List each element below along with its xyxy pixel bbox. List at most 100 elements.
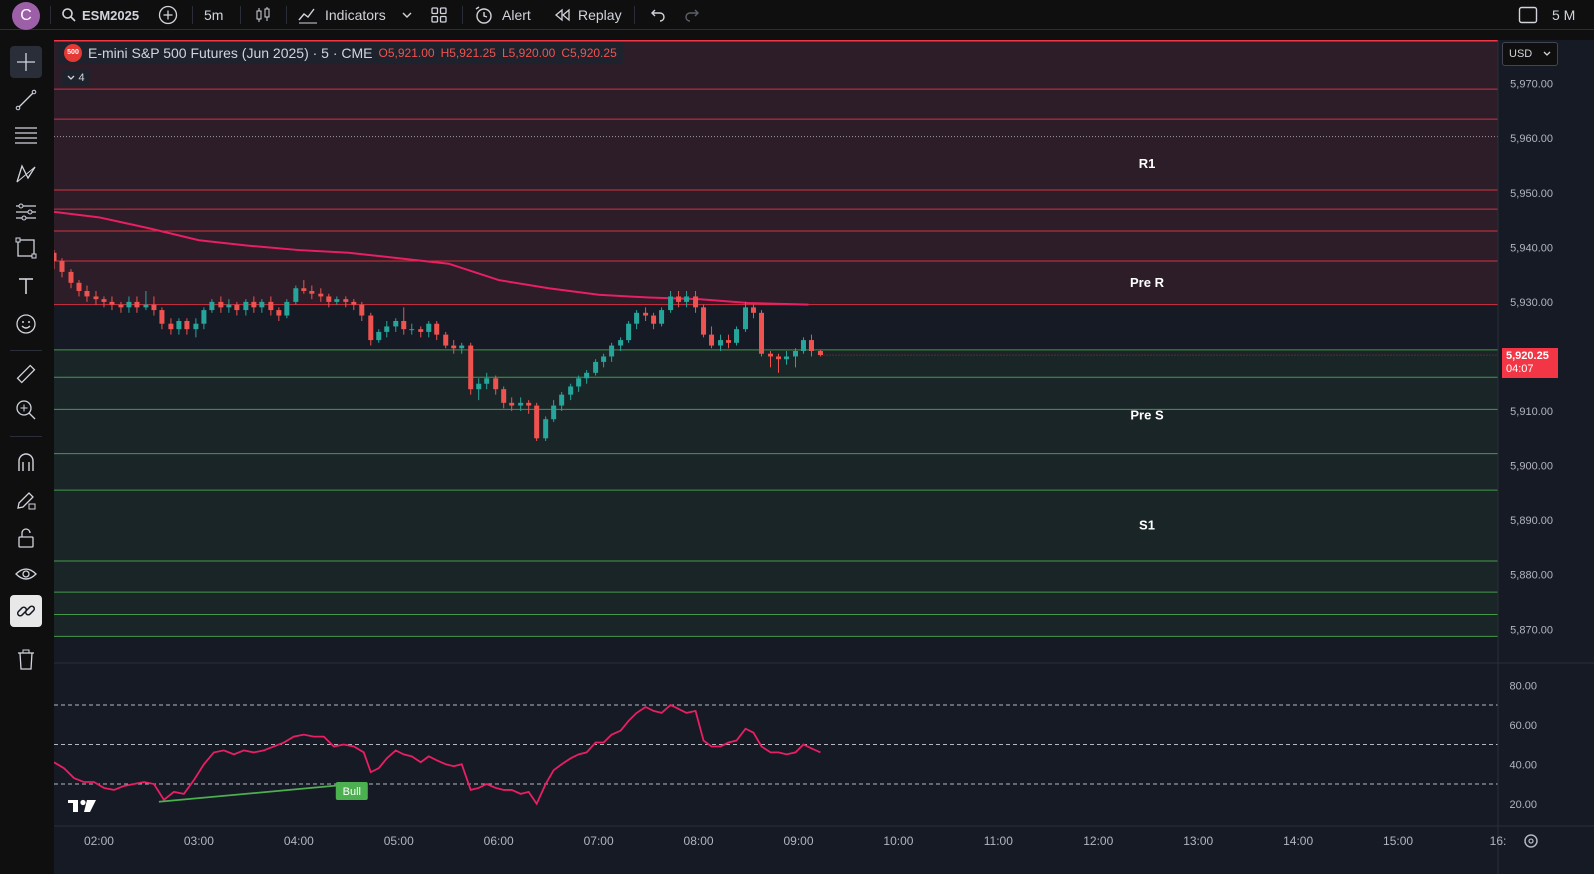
- gear-center: [1528, 838, 1534, 844]
- price-tick-label: 5,900.00: [1510, 461, 1553, 473]
- crosshair-tool[interactable]: [10, 46, 42, 78]
- zoom-tool[interactable]: [10, 394, 42, 426]
- candle-body: [118, 304, 124, 308]
- top-zone-border: [54, 40, 1498, 42]
- candle-body: [201, 310, 207, 324]
- candle-body: [159, 310, 165, 324]
- candle-body: [218, 301, 224, 308]
- candle-body: [401, 320, 407, 330]
- candle-body: [808, 340, 814, 351]
- layouts-button[interactable]: [430, 0, 448, 30]
- candle-body: [359, 304, 365, 316]
- bull-label-box: [335, 782, 368, 800]
- shapes-tool[interactable]: [10, 232, 42, 264]
- candle-body: [718, 340, 724, 346]
- search-icon: [62, 8, 76, 22]
- pattern-tool[interactable]: [10, 158, 42, 190]
- currency-label: USD: [1509, 48, 1533, 60]
- pencil-lock-icon: [17, 492, 36, 510]
- candle-body: [726, 340, 732, 343]
- time-tick-label: 02:00: [84, 834, 114, 848]
- candle-body: [800, 340, 806, 351]
- candle-body: [634, 312, 640, 324]
- candle-body: [84, 290, 90, 297]
- candle-body: [326, 296, 332, 302]
- legend-low: L5,920.00: [501, 46, 556, 60]
- bar-countdown: 04:07: [1506, 363, 1534, 375]
- bull-label: Bull: [343, 786, 361, 798]
- sync-drawings-tool[interactable]: [10, 595, 42, 627]
- trendline-tool[interactable]: [10, 84, 42, 116]
- settings-gear-icon: [1524, 834, 1538, 848]
- alert-button[interactable]: Alert: [474, 0, 531, 30]
- indicators-dropdown[interactable]: [402, 0, 412, 30]
- ruler-icon: [16, 364, 36, 384]
- replay-label: Replay: [578, 7, 622, 23]
- hide-drawings-tool[interactable]: [10, 558, 42, 590]
- plus-circle-icon: [158, 5, 178, 25]
- drawing-toolbar: [0, 40, 52, 874]
- candle-body: [659, 310, 665, 324]
- symbol-search[interactable]: ESM2025: [62, 0, 139, 30]
- rsi-tick-label: 40.00: [1509, 759, 1537, 771]
- stay-drawing-tool[interactable]: [10, 484, 42, 516]
- undo-button[interactable]: [648, 0, 666, 30]
- text-icon: [19, 278, 33, 294]
- candle-body: [309, 290, 315, 294]
- candles-icon: [256, 7, 270, 22]
- candle-body: [259, 301, 265, 308]
- candle-body: [209, 301, 215, 311]
- fullscreen-button[interactable]: [1518, 0, 1538, 30]
- fib-tool[interactable]: [10, 120, 42, 152]
- candle-body: [418, 329, 424, 332]
- chevron-down-icon: [402, 12, 412, 18]
- zone-label-pre-r: Pre R: [1130, 275, 1165, 290]
- magnet-tool[interactable]: [10, 446, 42, 478]
- candle-body: [168, 323, 174, 330]
- time-tick-label: 13:00: [1183, 834, 1213, 848]
- candle-body: [54, 252, 57, 261]
- candle-body: [268, 301, 274, 311]
- remove-drawings-tool[interactable]: [10, 644, 42, 676]
- redo-button[interactable]: [684, 0, 702, 30]
- square-icon: [1518, 6, 1538, 24]
- chart-type-button[interactable]: [254, 0, 272, 30]
- candle-body: [193, 323, 199, 330]
- measure-tool[interactable]: [10, 358, 42, 390]
- indicators-button[interactable]: Indicators: [298, 0, 386, 30]
- price-tick-label: 5,930.00: [1510, 297, 1553, 309]
- candle-body: [576, 378, 582, 387]
- chart-area[interactable]: R1 Pre R Pre S S1 Bull 5,970.00 5,960.00 5,95…: [54, 40, 1594, 874]
- candle-body: [351, 301, 357, 305]
- tradingview-logo: [68, 799, 96, 812]
- candle-body: [593, 361, 599, 373]
- emoji-tool[interactable]: [10, 308, 42, 340]
- candle-body: [426, 323, 432, 332]
- currency-select[interactable]: USD: [1502, 42, 1558, 66]
- text-tool[interactable]: [10, 270, 42, 302]
- candle-body: [559, 394, 565, 406]
- candle-body: [384, 326, 390, 332]
- indicators-count: 4: [78, 72, 85, 84]
- time-tick-label: 11:00: [984, 834, 1013, 848]
- chart-legend[interactable]: 500 E-mini S&P 500 Futures (Jun 2025) · …: [58, 42, 623, 64]
- legend-close: C5,920.25: [561, 46, 617, 60]
- compare-button[interactable]: [158, 0, 178, 30]
- candle-body: [817, 351, 823, 356]
- lock-drawings-tool[interactable]: [10, 522, 42, 554]
- replay-button[interactable]: Replay: [554, 0, 622, 30]
- interval-button[interactable]: 5m: [204, 0, 223, 30]
- time-tick-label: 16:: [1490, 834, 1507, 848]
- smiley-icon: [16, 314, 36, 334]
- candle-body: [368, 315, 374, 341]
- candle-body: [543, 419, 549, 439]
- redo-icon: [685, 9, 699, 22]
- user-avatar[interactable]: C: [12, 2, 40, 30]
- chart-svg[interactable]: R1 Pre R Pre S S1 Bull 5,970.00 5,960.00 5,95…: [54, 40, 1594, 874]
- candle-body: [643, 312, 649, 316]
- candle-body: [243, 301, 249, 311]
- forecast-tool[interactable]: [10, 196, 42, 228]
- indicators-collapse-toggle[interactable]: 4: [62, 70, 90, 86]
- candle-body: [484, 378, 490, 384]
- candle-body: [568, 386, 574, 395]
